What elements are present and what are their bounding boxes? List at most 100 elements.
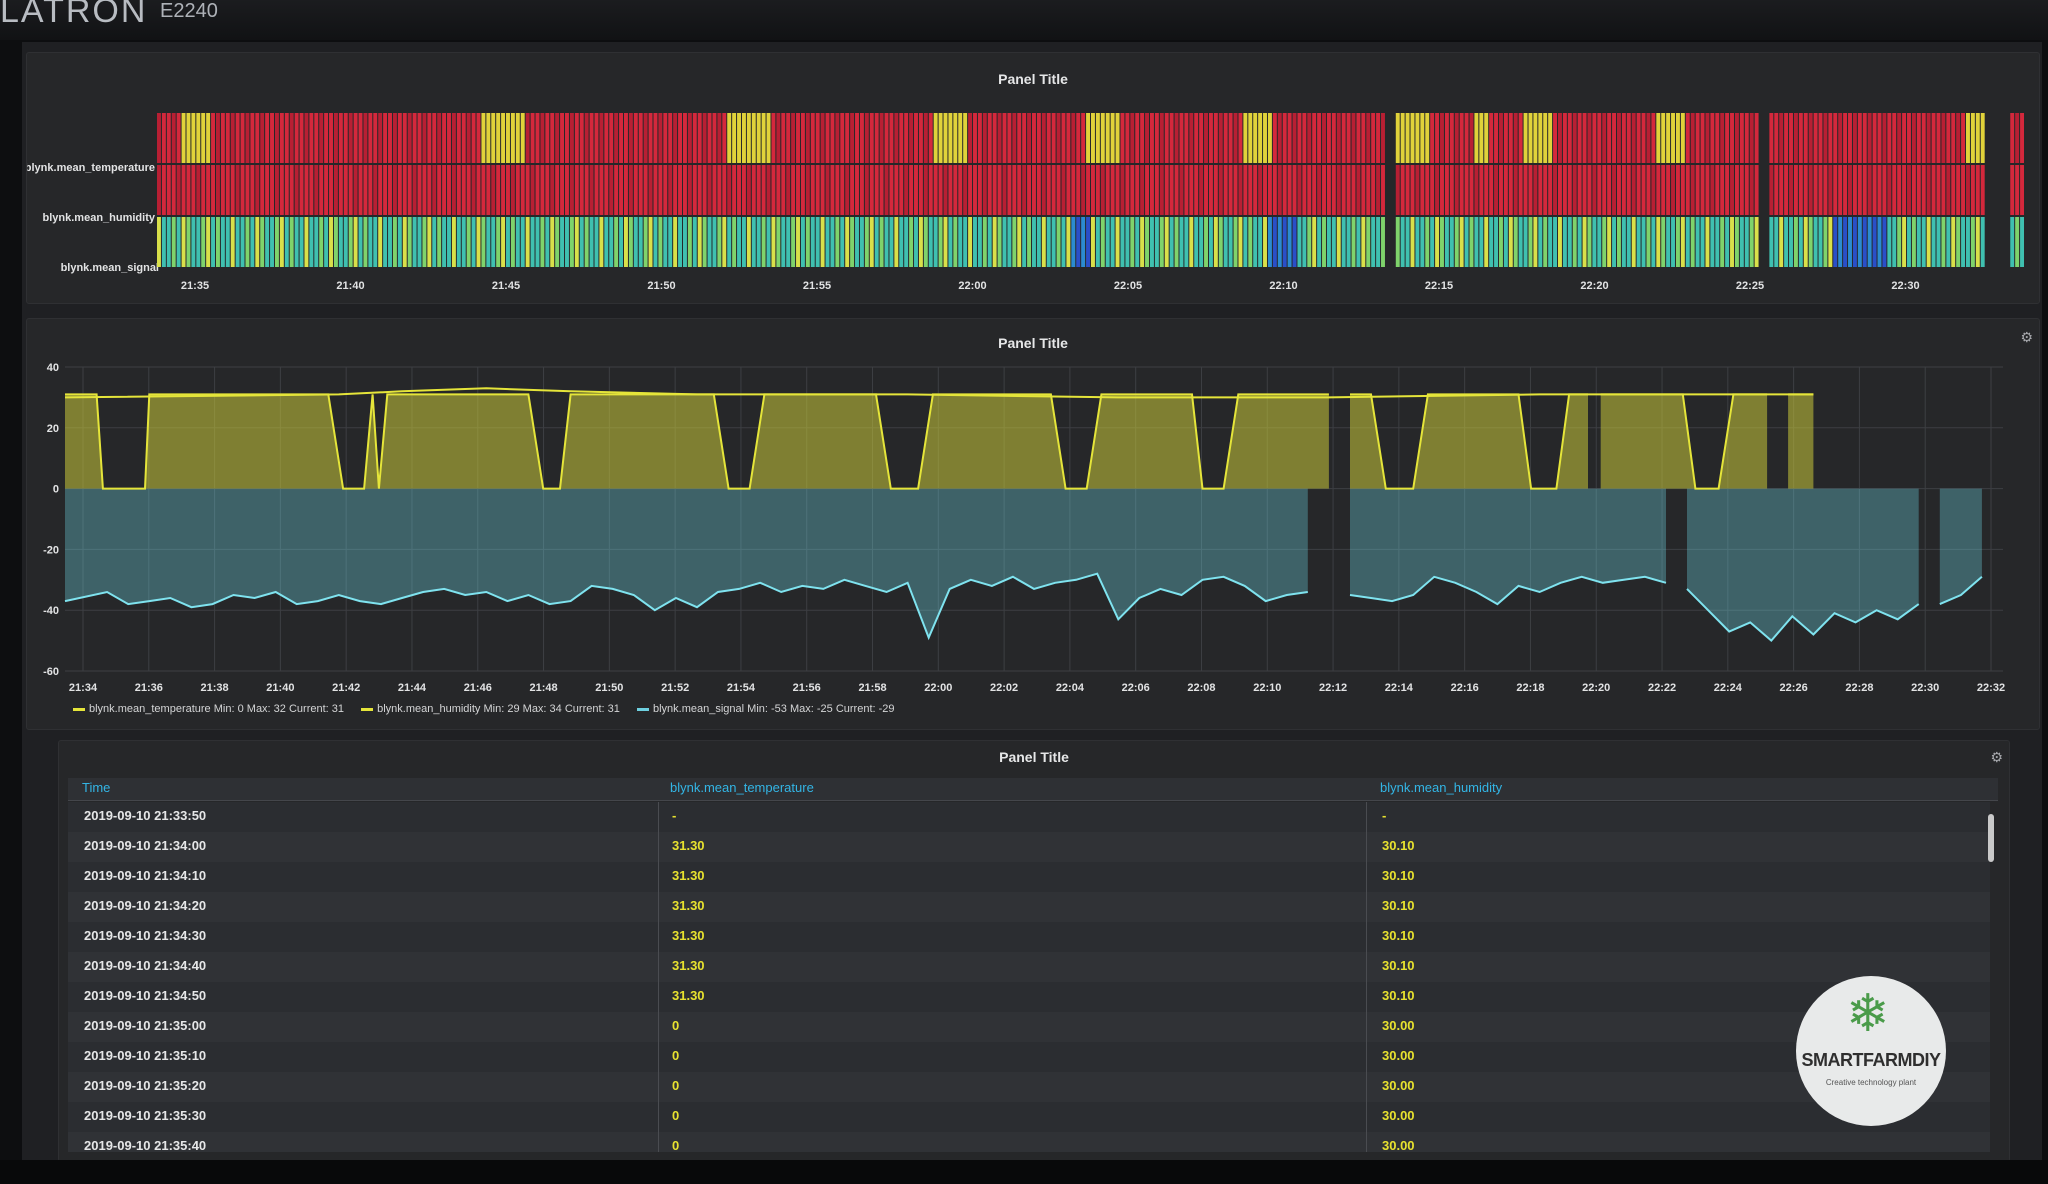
heatmap-cell bbox=[560, 113, 565, 163]
heatmap-cell bbox=[1071, 217, 1076, 267]
heatmap-cell bbox=[461, 217, 466, 267]
gear-icon[interactable]: ⚙ bbox=[1990, 749, 2003, 765]
heatmap-cell bbox=[240, 217, 245, 267]
table-row[interactable]: 2019-09-10 21:34:50 31.30 30.10 bbox=[68, 982, 1990, 1013]
heatmap-cell bbox=[1056, 165, 1061, 215]
table-row[interactable]: 2019-09-10 21:35:20 0 30.00 bbox=[68, 1072, 1990, 1103]
heatmap-cell bbox=[1420, 165, 1425, 215]
heatmap-cell bbox=[1597, 165, 1602, 215]
heatmap-cell bbox=[191, 165, 196, 215]
table-row[interactable]: 2019-09-10 21:35:00 0 30.00 bbox=[68, 1012, 1990, 1043]
series-area bbox=[65, 488, 1308, 638]
heatmap-cell bbox=[1553, 113, 1558, 163]
column-header-temperature[interactable]: blynk.mean_temperature bbox=[670, 780, 814, 795]
heatmap-cell bbox=[1582, 217, 1587, 267]
heatmap-cell bbox=[707, 113, 712, 163]
legend-item[interactable]: blynk.mean_signal Min: -53 Max: -25 Curr… bbox=[636, 703, 895, 715]
heatmap-cell bbox=[1336, 113, 1341, 163]
table-row[interactable]: 2019-09-10 21:35:10 0 30.00 bbox=[68, 1042, 1990, 1073]
heatmap-cell bbox=[481, 113, 486, 163]
column-header-humidity[interactable]: blynk.mean_humidity bbox=[1380, 780, 1503, 795]
heatmap-cell bbox=[260, 217, 265, 267]
legend-item[interactable]: blynk.mean_temperature Min: 0 Max: 32 Cu… bbox=[73, 703, 344, 715]
heatmap-cell bbox=[879, 217, 884, 267]
heatmap-cell bbox=[550, 165, 555, 215]
legend-item[interactable]: blynk.mean_humidity Min: 29 Max: 34 Curr… bbox=[361, 703, 620, 715]
heatmap-cell bbox=[378, 113, 383, 163]
heatmap-cell bbox=[1602, 165, 1607, 215]
heatmap-cell bbox=[1351, 217, 1356, 267]
heatmap-cell bbox=[638, 165, 643, 215]
heatmap-cell bbox=[1341, 217, 1346, 267]
heatmap-cell bbox=[456, 165, 461, 215]
heatmap-cell bbox=[1518, 165, 1523, 215]
heatmap-cell bbox=[1715, 217, 1720, 267]
heatmap-cell bbox=[1469, 165, 1474, 215]
table-row[interactable]: 2019-09-10 21:34:00 31.30 30.10 bbox=[68, 832, 1990, 863]
heatmap-cell bbox=[206, 165, 211, 215]
heatmap-cell bbox=[1931, 165, 1936, 215]
heatmap-cell bbox=[850, 113, 855, 163]
heatmap-cell bbox=[1828, 217, 1833, 267]
column-header-time[interactable]: Time bbox=[82, 780, 111, 795]
heatmap-cell bbox=[186, 113, 191, 163]
heatmap-cell bbox=[250, 165, 255, 215]
heatmap-cell bbox=[520, 165, 525, 215]
heatmap-cell bbox=[1907, 217, 1911, 267]
y-tick-label: -20 bbox=[43, 544, 59, 556]
heatmap-cell bbox=[1184, 217, 1189, 267]
x-tick-label: 21:54 bbox=[727, 682, 756, 694]
heatmap-cell bbox=[820, 165, 825, 215]
table-row[interactable]: 2019-09-10 21:34:40 31.30 30.10 bbox=[68, 952, 1990, 983]
heatmap-cell bbox=[687, 217, 692, 267]
gear-icon[interactable]: ⚙ bbox=[2020, 329, 2033, 345]
heatmap-cell bbox=[535, 165, 540, 215]
heatmap-cell bbox=[687, 113, 692, 163]
table-row[interactable]: 2019-09-10 21:35:30 0 30.00 bbox=[68, 1102, 1990, 1133]
heatmap-cell bbox=[992, 165, 997, 215]
heatmap-cell bbox=[1931, 217, 1936, 267]
heatmap-cell bbox=[1410, 113, 1415, 163]
heatmap-cell bbox=[1371, 217, 1376, 267]
heatmap-cell bbox=[540, 165, 545, 215]
table-row[interactable]: 2019-09-10 21:35:40 0 30.00 bbox=[68, 1132, 1990, 1152]
heatmap-cell bbox=[1017, 113, 1022, 163]
heatmap-cell bbox=[589, 165, 594, 215]
heatmap-cell bbox=[614, 113, 619, 163]
heatmap-cell bbox=[1046, 217, 1051, 267]
table-row[interactable]: 2019-09-10 21:33:50 - - bbox=[68, 802, 1990, 833]
x-tick-label: 21:36 bbox=[135, 682, 163, 694]
heatmap-cell bbox=[383, 217, 388, 267]
panel-title[interactable]: Panel Title bbox=[998, 335, 1068, 351]
heatmap-cell bbox=[1887, 113, 1892, 163]
panel-title[interactable]: Panel Title bbox=[998, 71, 1068, 87]
heatmap-cell bbox=[648, 217, 653, 267]
heatmap-cell bbox=[1474, 165, 1479, 215]
heatmap-cell bbox=[437, 165, 442, 215]
heatmap-cell bbox=[1754, 165, 1759, 215]
heatmap-cell bbox=[343, 113, 348, 163]
heatmap-cell bbox=[982, 165, 987, 215]
heatmap-cell bbox=[727, 165, 732, 215]
heatmap-cell bbox=[599, 217, 604, 267]
humidity-cell: 30.10 bbox=[1382, 868, 1415, 883]
heatmap-cell bbox=[348, 165, 353, 215]
heatmap-cell bbox=[1420, 113, 1425, 163]
heatmap-cell bbox=[1592, 217, 1597, 267]
column-divider bbox=[658, 802, 659, 1152]
table-row[interactable]: 2019-09-10 21:34:20 31.30 30.10 bbox=[68, 892, 1990, 923]
heatmap-cell bbox=[958, 165, 963, 215]
heatmap-cell bbox=[751, 217, 756, 267]
heatmap-cell bbox=[1666, 217, 1671, 267]
heatmap-cell bbox=[545, 217, 550, 267]
table-row[interactable]: 2019-09-10 21:34:10 31.30 30.10 bbox=[68, 862, 1990, 893]
heatmap-cell bbox=[358, 113, 363, 163]
heatmap-cell bbox=[1169, 113, 1174, 163]
panel-title[interactable]: Panel Title bbox=[999, 749, 1069, 765]
table-scrollbar[interactable] bbox=[1988, 814, 1994, 862]
heatmap-cell bbox=[1366, 113, 1371, 163]
heatmap-cell bbox=[1675, 165, 1680, 215]
heatmap-cell bbox=[737, 113, 741, 163]
heatmap-cell bbox=[722, 165, 727, 215]
table-row[interactable]: 2019-09-10 21:34:30 31.30 30.10 bbox=[68, 922, 1990, 953]
